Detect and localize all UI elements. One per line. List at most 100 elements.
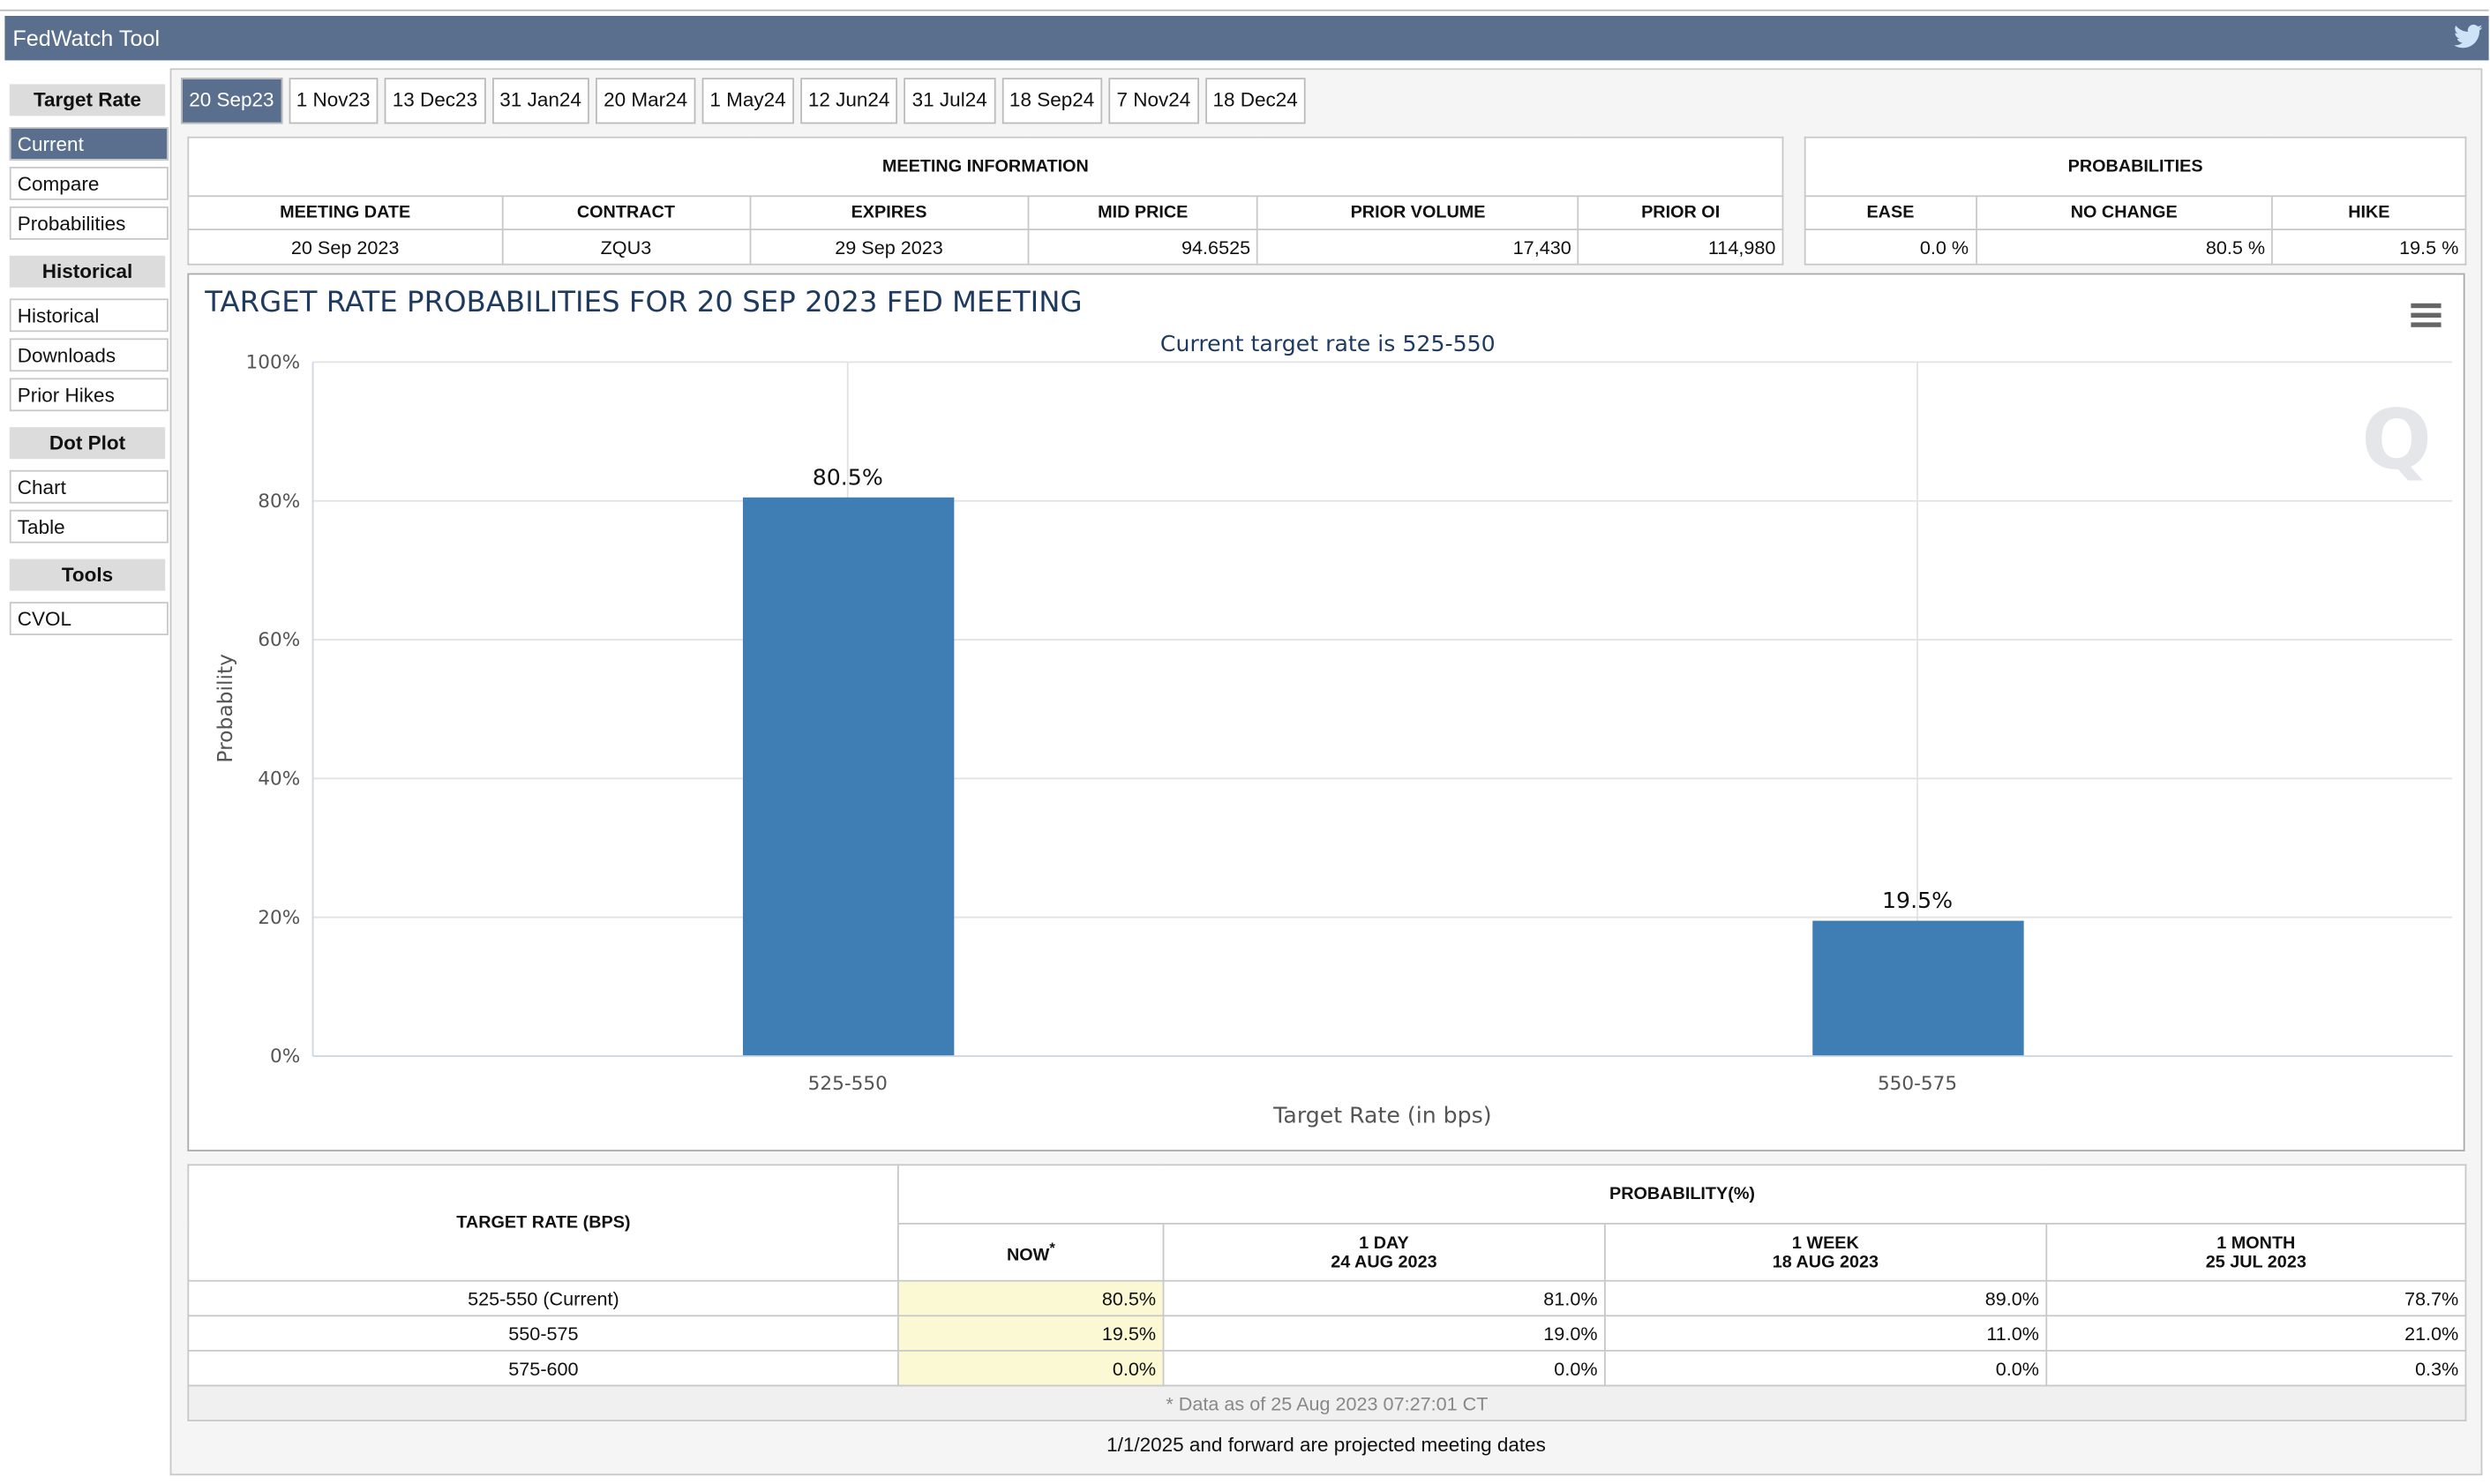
column-header: 1 WEEK 18 AUG 2023 [1603,1222,2047,1282]
column-header: HIKE [2271,195,2467,231]
column-title: 1 DAY [1359,1233,1409,1253]
cell: 20 Sep 2023 [187,229,503,266]
meeting-info-table: MEETING INFORMATION MEETING DATE CONTRACT E… [187,136,1784,266]
app-title: FedWatch Tool [12,25,161,51]
cell: 575-600 [187,1349,900,1387]
tab[interactable]: 1 May24 [701,78,794,124]
tab[interactable]: 31 Jul24 [904,78,995,124]
tab[interactable]: 12 Jun24 [799,78,898,124]
data-row: 525-550 (Current) 80.5% 81.0% 89.0% 78.7% [187,1279,2467,1317]
row-header: TARGET RATE (BPS) [187,1164,900,1282]
sidebar-item[interactable]: Chart [9,469,169,504]
tab[interactable]: 31 Jan24 [491,78,589,124]
column-header: NO CHANGE [1975,195,2274,231]
column-header: 1 DAY 24 AUG 2023 [1162,1222,1606,1282]
header-row: TARGET RATE (BPS) PROBABILITY(%) [187,1164,2467,1282]
watermark: Q [2361,393,2432,489]
twitter-icon[interactable] [2454,24,2483,49]
chart-panel: TARGET RATE PROBABILITIES FOR 20 SEP 202… [187,273,2465,1152]
title-row: MEETING INFORMATION [187,136,1784,198]
data-row: 20 Sep 2023 ZQU3 29 Sep 2023 94.6525 17,430 1… [187,229,1784,266]
menu-icon-bar [2411,303,2441,309]
sidebar-group: Target Rate Current Compare Probabilities [9,84,169,240]
top-border [0,9,2489,11]
table-title: PROBABILITIES [1804,136,2467,198]
tab[interactable]: 7 Nov24 [1108,78,1199,124]
y-tick-label: 100% [245,352,300,374]
header-bar: FedWatch Tool [4,16,2489,61]
chart: TARGET RATE PROBABILITIES FOR 20 SEP 202… [204,285,2453,1128]
sidebar: Target Rate Current Compare Probabilities Hi… [9,84,169,651]
table-title: MEETING INFORMATION [187,136,1784,198]
bar [1812,920,2024,1056]
y-tick-label: 60% [258,629,300,651]
column-note: * [1049,1240,1055,1256]
data-row: 550-575 19.5% 19.0% 11.0% 21.0% [187,1315,2467,1352]
cell: 19.0% [1162,1315,1606,1352]
tab[interactable]: 18 Dec24 [1204,78,1306,124]
sidebar-item[interactable]: Current [9,127,169,161]
sidebar-group: Dot Plot Chart Table [9,427,169,543]
cell: 19.5 % [2271,229,2467,266]
sidebar-heading: Historical [9,255,166,288]
chart-title: TARGET RATE PROBABILITIES FOR 20 SEP 202… [204,285,1082,319]
cell: 21.0% [2045,1315,2467,1352]
sidebar-item[interactable]: Table [9,509,169,543]
sidebar-heading: Tools [9,558,166,591]
tab[interactable]: 20 Mar24 [596,78,696,124]
tab[interactable]: 18 Sep24 [1001,78,1103,124]
sidebar-item[interactable]: CVOL [9,602,169,635]
column-header: PRIOR OI [1577,195,1784,231]
cell: 81.0% [1162,1279,1606,1317]
cell: 0.3% [2045,1349,2467,1387]
sidebar-group: Tools CVOL [9,558,169,635]
title-row: PROBABILITIES [1804,136,2467,198]
column-header: NOW* [897,1222,1165,1282]
y-tick-label: 40% [258,768,300,791]
data-label: 19.5% [1882,888,1953,913]
cell: 0.0% [897,1349,1165,1387]
x-axis-title: Target Rate (in bps) [1272,1103,1491,1128]
column-header: 1 MONTH 25 JUL 2023 [2045,1222,2467,1282]
column-title: NOW [1006,1245,1050,1265]
x-tick-label: 525-550 [808,1073,888,1095]
note-row: * Data as of 25 Aug 2023 07:27:01 CT [187,1384,2467,1421]
y-axis-title: Probability [213,654,237,763]
tab[interactable]: 20 Sep23 [181,78,282,124]
column-header: MEETING DATE [187,195,503,231]
x-tick-label: 550-575 [1878,1073,1957,1095]
y-tick-label: 20% [258,907,300,929]
sidebar-item[interactable]: Compare [9,167,169,200]
meeting-tabs: 20 Sep23 1 Nov23 13 Dec23 31 Jan24 20 Mar24 1… [181,78,1306,124]
cell: 19.5% [897,1315,1165,1352]
column-header: EXPIRES [748,195,1030,231]
sidebar-heading: Dot Plot [9,427,166,460]
cell: 80.5% [897,1279,1165,1317]
data-label: 80.5% [813,464,883,490]
tab[interactable]: 13 Dec23 [384,78,486,124]
chart-subtitle: Current target rate is 525-550 [1160,331,1496,356]
tab[interactable]: 1 Nov23 [288,78,379,124]
column-title: 1 WEEK [1791,1233,1859,1253]
footnote: 1/1/2025 and forward are projected meeti… [1106,1434,1546,1457]
sidebar-heading: Target Rate [9,84,166,116]
probabilities-table: PROBABILITIES EASE NO CHANGE HIKE 0.0 % 80.5 … [1804,136,2467,266]
cell: 29 Sep 2023 [748,229,1030,266]
y-tick-label: 0% [270,1046,300,1068]
cell: 0.0% [1603,1349,2047,1387]
sidebar-item[interactable]: Historical [9,298,169,333]
bar [742,497,955,1056]
cell: 0.0 % [1804,229,1977,266]
sidebar-item[interactable]: Probabilities [9,206,169,240]
cell: 80.5 % [1975,229,2274,266]
column-date: 24 AUG 2023 [1331,1252,1437,1271]
history-table: TARGET RATE (BPS) PROBABILITY(%) NOW* 1 DAY… [187,1164,2467,1421]
cell: 17,430 [1256,229,1579,266]
cell: 550-575 [187,1315,900,1352]
y-tick-label: 80% [258,491,300,513]
sidebar-item[interactable]: Downloads [9,338,169,372]
sidebar-item[interactable]: Prior Hikes [9,378,169,412]
header-row: EASE NO CHANGE HIKE [1804,195,2467,231]
cell: 89.0% [1603,1279,2047,1317]
